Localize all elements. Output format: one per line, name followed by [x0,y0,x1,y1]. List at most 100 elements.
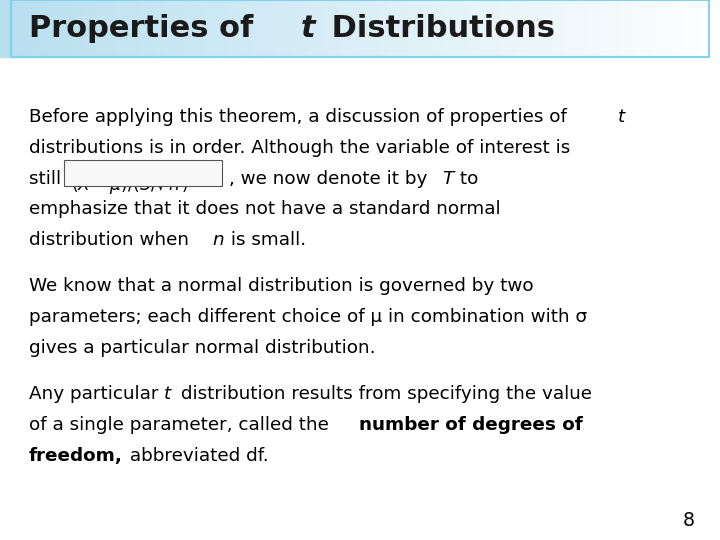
Text: n: n [212,231,224,249]
Bar [610,0,616,57]
Bar [614,0,621,57]
Bar [432,0,438,57]
Bar [341,0,347,57]
Text: distribution results from specifying the value: distribution results from specifying the… [175,385,592,403]
Text: t: t [618,108,625,126]
Bar [480,0,486,57]
Bar [38,0,45,57]
Bar [571,0,577,57]
Bar [216,0,222,57]
Bar [624,0,630,57]
Bar [456,0,462,57]
Bar [274,0,280,57]
Text: to: to [454,170,478,187]
Bar [398,0,405,57]
Bar [297,0,304,57]
Text: is small.: is small. [225,231,307,249]
Bar [153,0,160,57]
Bar [533,0,539,57]
Bar [34,0,40,57]
Bar [595,0,601,57]
Bar [230,0,237,57]
Bar [711,0,716,57]
Bar [490,0,496,57]
Bar [355,0,361,57]
Bar [403,0,410,57]
Text: distributions is in order. Although the variable of interest is: distributions is in order. Although the … [29,139,570,157]
Bar [413,0,419,57]
Bar [86,0,93,57]
Bar [235,0,241,57]
Bar [269,0,275,57]
Bar [312,0,318,57]
Bar [346,0,352,57]
Bar [283,0,289,57]
Bar [446,0,453,57]
Text: distribution when: distribution when [29,231,194,249]
Bar [567,0,572,57]
Bar [427,0,433,57]
Bar [706,0,712,57]
Bar [197,0,203,57]
Bar [5,0,11,57]
Bar [0,0,6,57]
Bar [211,0,217,57]
Bar [696,0,702,57]
Bar [331,0,338,57]
Text: Any particular: Any particular [29,385,164,403]
Bar [182,0,189,57]
Bar [149,0,155,57]
Bar [225,0,232,57]
Bar [672,0,678,57]
Bar [168,0,174,57]
Bar [513,0,520,57]
Bar [351,0,356,57]
Bar [139,0,145,57]
Text: number of degrees of: number of degrees of [359,416,582,434]
Text: of a single parameter, called the: of a single parameter, called the [29,416,335,434]
Bar [437,0,443,57]
Bar [590,0,597,57]
Bar [504,0,510,57]
Bar [643,0,649,57]
Bar [240,0,246,57]
Bar [686,0,693,57]
Bar [600,0,606,57]
Bar [485,0,491,57]
Bar [542,0,549,57]
Bar [605,0,611,57]
Bar [302,0,309,57]
Bar [24,0,30,57]
Bar [96,0,102,57]
Bar [178,0,184,57]
Bar [254,0,261,57]
Bar [264,0,270,57]
Bar [518,0,525,57]
Bar [245,0,251,57]
Bar [106,0,112,57]
Bar [307,0,313,57]
Bar [677,0,683,57]
Bar [115,0,122,57]
Bar [408,0,414,57]
Bar [667,0,673,57]
Bar [81,0,88,57]
Bar [379,0,385,57]
Bar [374,0,381,57]
Text: still: still [29,170,67,187]
Text: t: t [163,385,171,403]
Bar [250,0,256,57]
Bar [634,0,640,57]
Bar [648,0,654,57]
Text: freedom,: freedom, [29,447,122,464]
Bar [130,0,136,57]
Text: , we now denote it by: , we now denote it by [229,170,433,187]
Bar [562,0,568,57]
Bar [91,0,97,57]
Bar [317,0,323,57]
Bar [120,0,126,57]
Bar [369,0,376,57]
Bar [77,0,83,57]
Bar [259,0,266,57]
Bar [58,0,64,57]
